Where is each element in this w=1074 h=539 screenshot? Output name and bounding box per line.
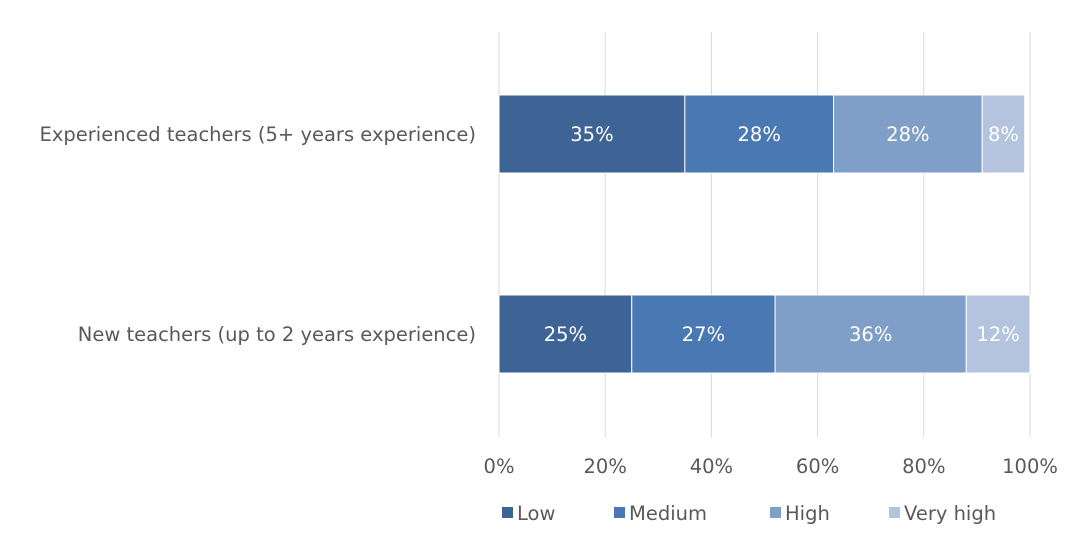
category-labels: Experienced teachers (5+ years experienc… [40,123,476,346]
x-tick-label: 0% [484,455,515,478]
legend-swatch [502,507,513,518]
x-tick-label: 60% [796,455,839,478]
legend-swatch [614,507,625,518]
legend-swatch [889,507,900,518]
legend-label: High [785,502,830,525]
bar-segment [498,294,633,374]
bar-segment [965,294,1031,374]
x-tick-label: 80% [902,455,945,478]
category-label: New teachers (up to 2 years experience) [78,323,476,346]
data-label: 27% [682,323,725,346]
x-tick-label: 20% [584,455,627,478]
data-label: 12% [976,323,1019,346]
legend-swatch [770,507,781,518]
x-tick-label: 40% [690,455,733,478]
x-tick-label: 100% [1002,455,1058,478]
legend-label: Very high [904,502,996,525]
bar-segment [981,94,1026,174]
legend-label: Medium [629,502,707,525]
legend: Low Medium High Very high [502,502,996,525]
legend-label: Low [517,502,555,525]
bar-segment [774,294,967,374]
data-label: 28% [886,123,929,146]
bar-segment [631,294,776,374]
data-label: 28% [738,123,781,146]
bar-segment [498,94,686,174]
category-label: Experienced teachers (5+ years experienc… [40,123,476,146]
data-label: 35% [570,123,613,146]
x-axis-tick-labels: 0% 20% 40% 60% 80% 100% [484,455,1058,478]
bar-segment [833,94,983,174]
data-label: 8% [988,123,1019,146]
data-label: 36% [849,323,892,346]
bars: 35% 28% 28% 8% 25% 27% 36% 12% [498,94,1031,374]
data-label: 25% [544,323,587,346]
gridlines [498,32,1031,437]
